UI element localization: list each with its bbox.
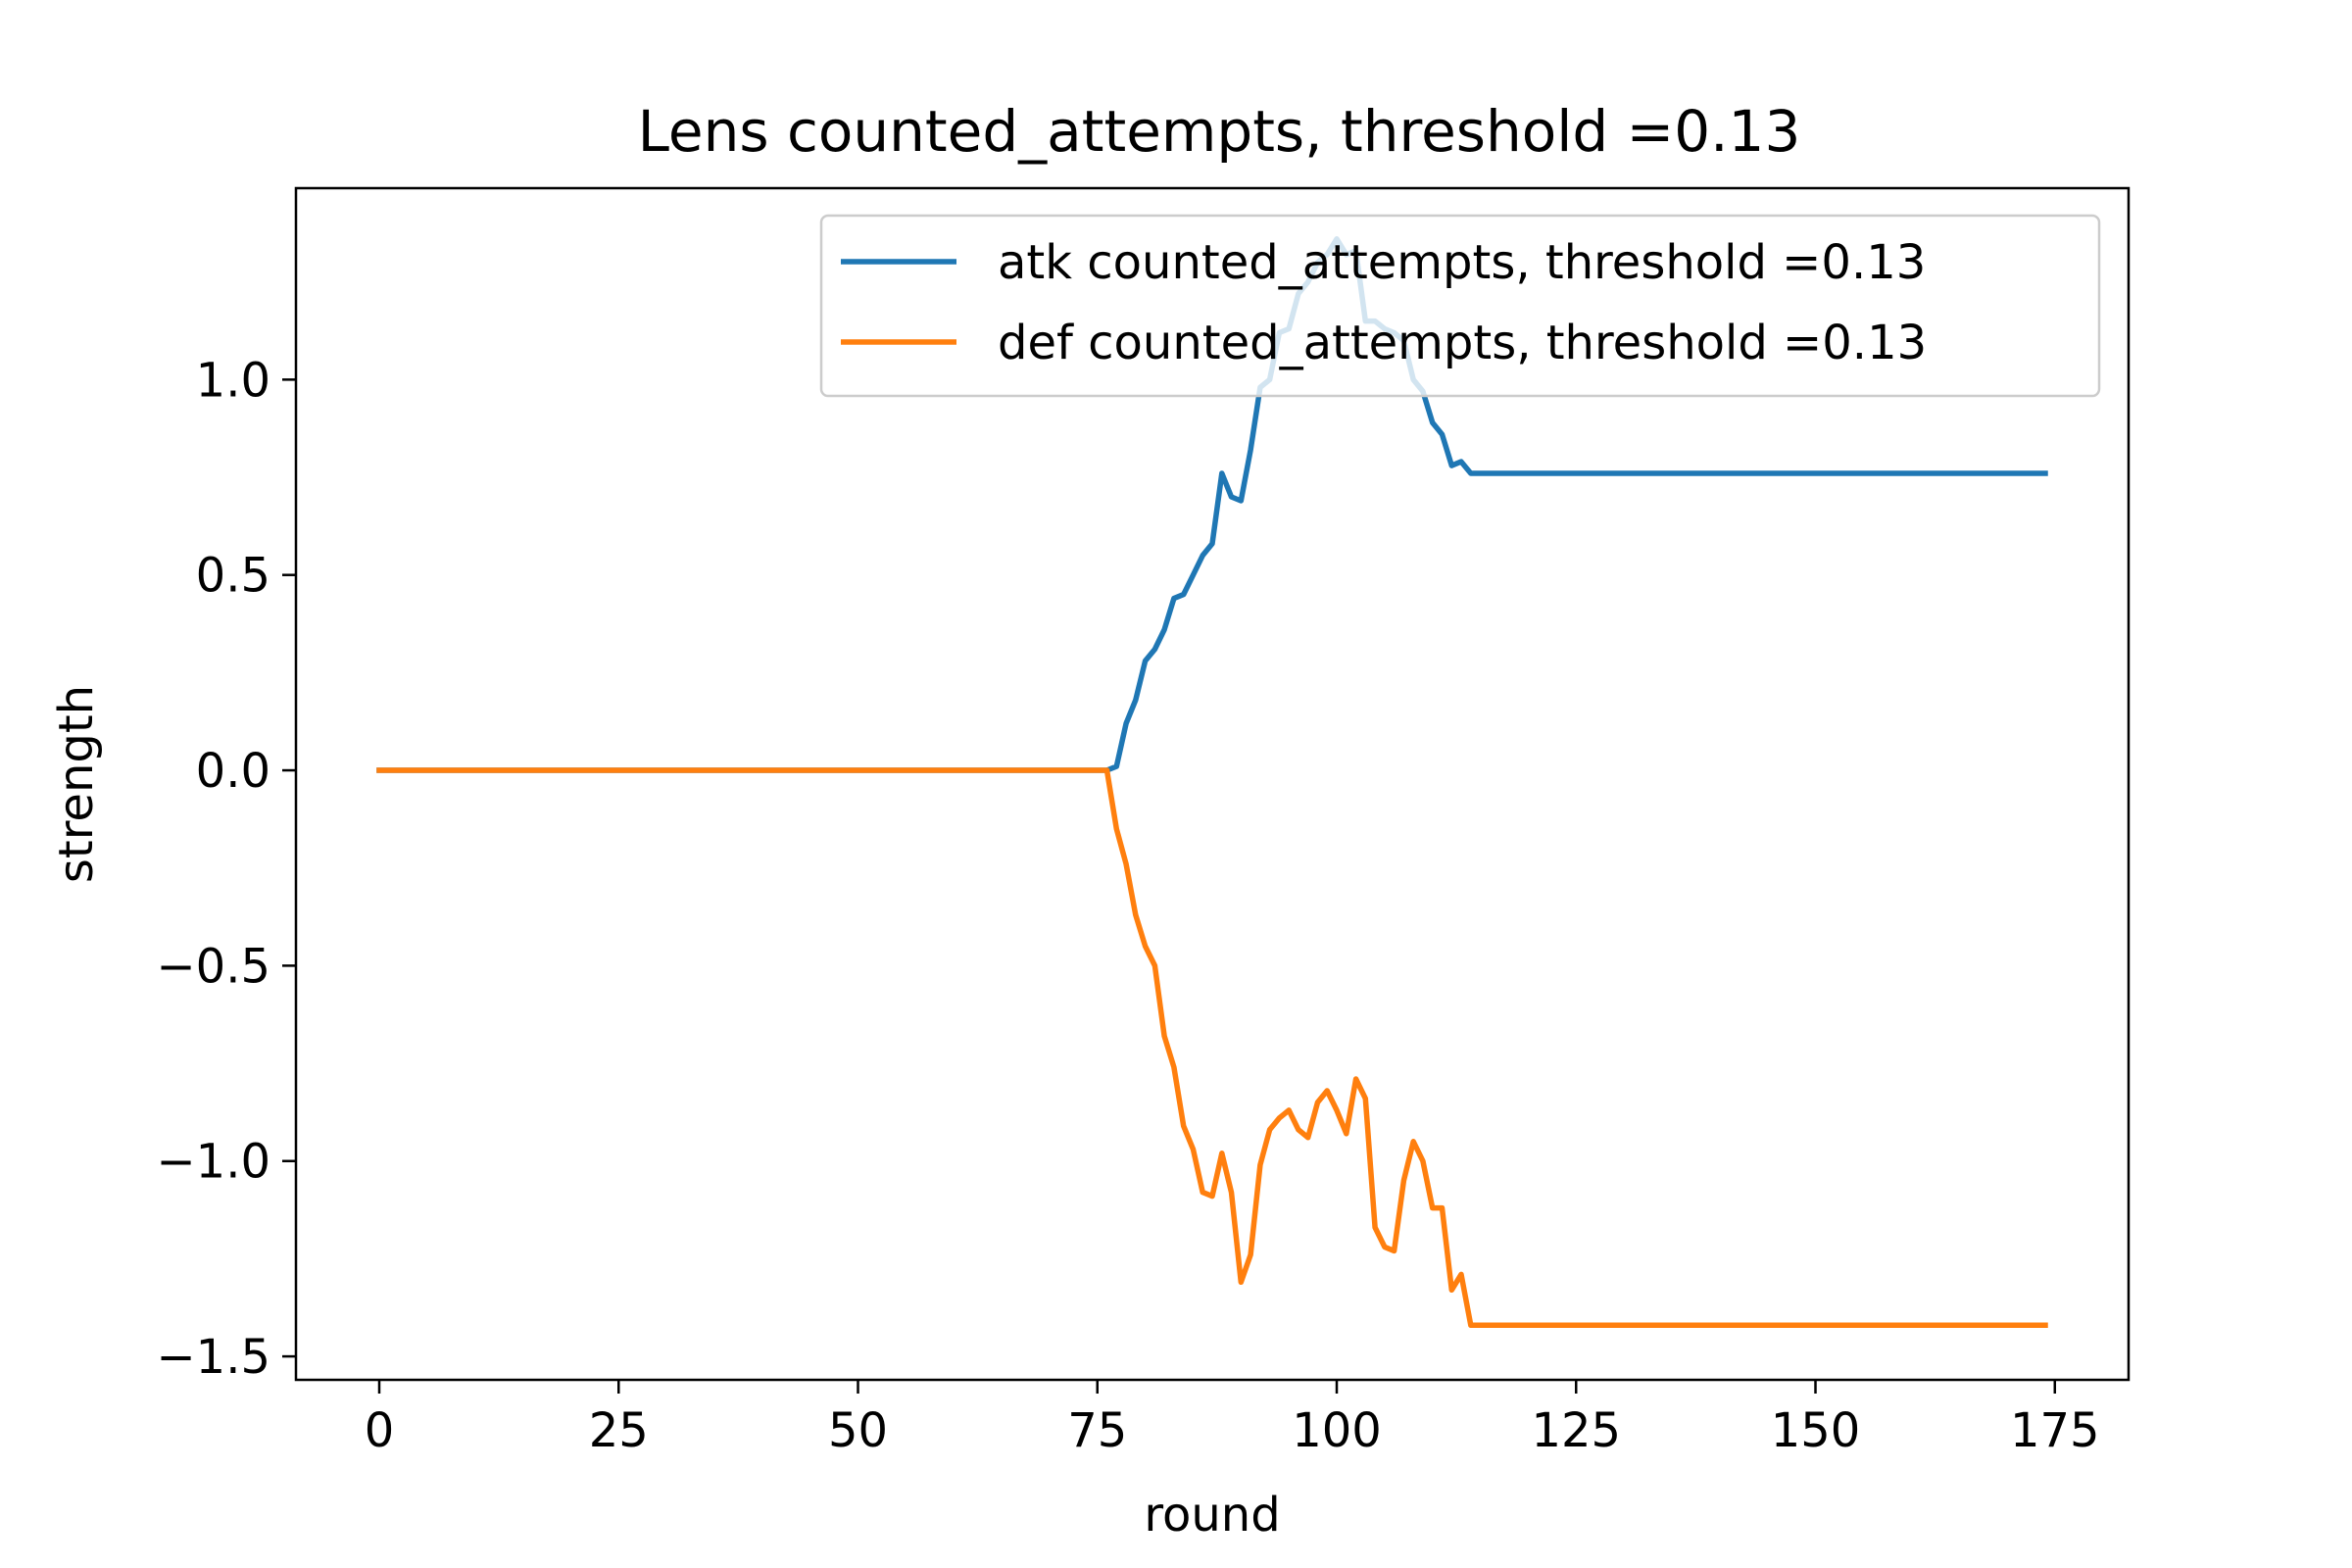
y-tick-label: −1.0 bbox=[156, 1135, 270, 1190]
legend-label-def: def counted_attempts, threshold =0.13 bbox=[998, 316, 1927, 370]
y-tick-label: 1.0 bbox=[196, 353, 270, 408]
y-tick-label: 0.0 bbox=[196, 744, 270, 799]
x-tick-label: 0 bbox=[365, 1403, 395, 1458]
legend-label-atk: atk counted_attempts, threshold =0.13 bbox=[998, 235, 1926, 290]
x-tick-label: 50 bbox=[828, 1403, 888, 1458]
chart-title: Lens counted_attempts, threshold =0.13 bbox=[638, 98, 1801, 165]
y-tick-label: 0.5 bbox=[196, 549, 270, 604]
series-line-def bbox=[376, 767, 2048, 1328]
axes-frame bbox=[294, 186, 2131, 1382]
x-tick-label: 175 bbox=[2010, 1403, 2100, 1458]
x-tick-label: 150 bbox=[1771, 1403, 1861, 1458]
x-tick-label: 125 bbox=[1531, 1403, 1621, 1458]
y-tick-label: −0.5 bbox=[156, 939, 270, 994]
x-tick-label: 100 bbox=[1292, 1403, 1382, 1458]
x-tick-label: 75 bbox=[1067, 1403, 1127, 1458]
y-axis-label: strength bbox=[49, 685, 104, 883]
legend: atk counted_attempts, threshold =0.13 de… bbox=[819, 214, 2101, 398]
x-axis-label: round bbox=[1144, 1488, 1280, 1543]
legend-box bbox=[819, 214, 2101, 398]
y-tick-label: −1.5 bbox=[156, 1330, 270, 1385]
x-axis-ticks: 0 25 50 75 100 125 150 175 bbox=[365, 1380, 2100, 1458]
x-tick-label: 25 bbox=[589, 1403, 649, 1458]
y-axis-ticks: −1.5 −1.0 −0.5 0.0 0.5 1.0 bbox=[156, 353, 296, 1385]
